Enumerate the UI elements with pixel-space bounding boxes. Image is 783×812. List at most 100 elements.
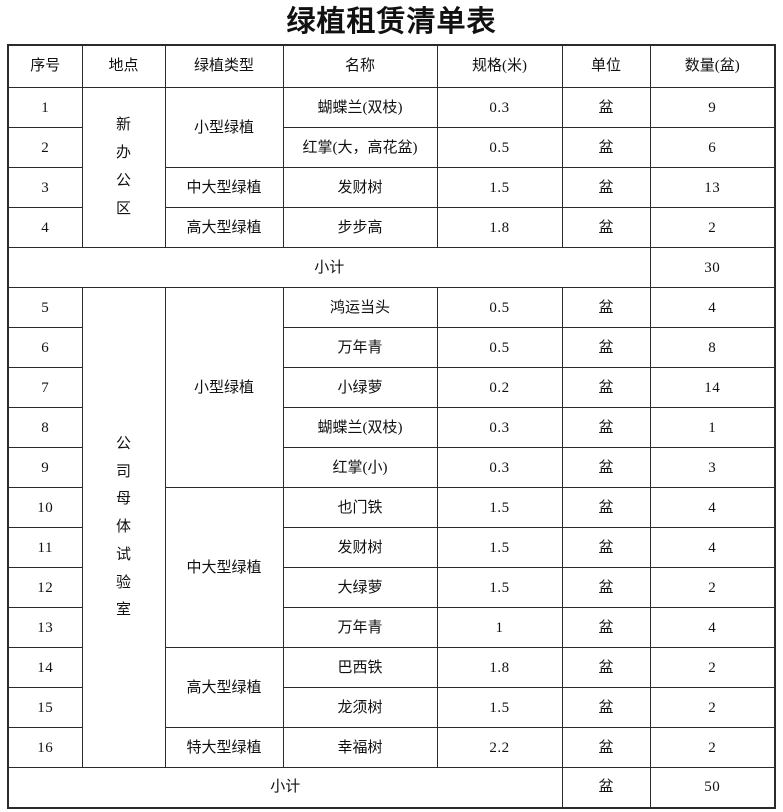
cell-qty: 2 — [649, 687, 776, 729]
cell-spec: 0.5 — [436, 327, 563, 369]
table-row: 12 大绿萝 1.5 盆 2 — [7, 567, 776, 609]
cell-unit: 盆 — [561, 687, 651, 729]
subtotal-unit-cell: 盆 — [561, 767, 651, 809]
cell-spec: 0.3 — [436, 407, 563, 449]
cell-spec: 0.3 — [436, 447, 563, 489]
cell-name: 红掌(大，高花盆) — [282, 127, 438, 169]
table-row: 7 小绿萝 0.2 盆 14 — [7, 367, 776, 409]
cell-name: 也门铁 — [282, 487, 438, 529]
cell-name: 万年青 — [282, 327, 438, 369]
cell-location: 新办公区 — [81, 87, 166, 249]
cell-name: 龙须树 — [282, 687, 438, 729]
cell-qty: 13 — [649, 167, 776, 209]
cell-name: 蝴蝶兰(双枝) — [282, 87, 438, 129]
cell-plant-type: 小型绿植 — [164, 287, 284, 489]
cell-spec: 1.5 — [436, 527, 563, 569]
cell-unit: 盆 — [561, 567, 651, 609]
cell-qty: 1 — [649, 407, 776, 449]
cell-plant-type: 中大型绿植 — [164, 167, 284, 209]
cell-serial: 10 — [7, 487, 83, 529]
cell-name: 发财树 — [282, 167, 438, 209]
cell-unit: 盆 — [561, 647, 651, 689]
table-row: 15 龙须树 1.5 盆 2 — [7, 687, 776, 729]
cell-serial: 15 — [7, 687, 83, 729]
cell-serial: 12 — [7, 567, 83, 609]
cell-qty: 2 — [649, 727, 776, 769]
subtotal-row: 小计 盆 50 — [7, 767, 776, 809]
cell-serial: 8 — [7, 407, 83, 449]
cell-spec: 0.3 — [436, 87, 563, 129]
location-vertical-text: 公司母体试验室 — [115, 435, 131, 619]
cell-unit: 盆 — [561, 367, 651, 409]
cell-qty: 2 — [649, 647, 776, 689]
cell-unit: 盆 — [561, 287, 651, 329]
cell-spec: 1.5 — [436, 487, 563, 529]
cell-name: 小绿萝 — [282, 367, 438, 409]
table-row: 16 特大型绿植 幸福树 2.2 盆 2 — [7, 727, 776, 769]
cell-name: 巴西铁 — [282, 647, 438, 689]
cell-qty: 9 — [649, 87, 776, 129]
cell-name: 步步高 — [282, 207, 438, 249]
cell-serial: 6 — [7, 327, 83, 369]
header-name: 名称 — [282, 44, 438, 89]
rental-table: 序号 地点 绿植类型 名称 规格(米) 单位 数量(盆) 1 新办公区 小型绿植… — [7, 43, 776, 809]
cell-spec: 0.5 — [436, 287, 563, 329]
cell-name: 万年青 — [282, 607, 438, 649]
cell-qty: 4 — [649, 607, 776, 649]
table-row: 10 中大型绿植 也门铁 1.5 盆 4 — [7, 487, 776, 649]
cell-spec: 1.8 — [436, 207, 563, 249]
table-row: 4 高大型绿植 步步高 1.8 盆 2 — [7, 207, 776, 249]
cell-serial: 13 — [7, 607, 83, 649]
page-title: 绿植租赁清单表 — [286, 6, 497, 38]
cell-qty: 4 — [649, 487, 776, 529]
subtotal-label-cell: 小计 — [7, 247, 651, 289]
subtotal-qty-cell: 50 — [649, 767, 776, 809]
cell-spec: 1.5 — [436, 167, 563, 209]
subtotal-label-cell: 小计 — [7, 767, 563, 809]
cell-qty: 14 — [649, 367, 776, 409]
table-row: 11 发财树 1.5 盆 4 — [7, 527, 776, 569]
cell-serial: 3 — [7, 167, 83, 209]
cell-serial: 5 — [7, 287, 83, 329]
cell-spec: 2.2 — [436, 727, 563, 769]
cell-plant-type: 高大型绿植 — [164, 647, 284, 729]
cell-qty: 2 — [649, 207, 776, 249]
cell-plant-type: 特大型绿植 — [164, 727, 284, 769]
header-spec: 规格(米) — [436, 44, 563, 89]
cell-unit: 盆 — [561, 87, 651, 129]
cell-name: 鸿运当头 — [282, 287, 438, 329]
cell-qty: 6 — [649, 127, 776, 169]
table-row: 9 红掌(小) 0.3 盆 3 — [7, 447, 776, 489]
table-row: 1 新办公区 小型绿植 蝴蝶兰(双枝) 0.3 盆 9 — [7, 87, 776, 249]
cell-unit: 盆 — [561, 487, 651, 529]
table-row: 14 高大型绿植 巴西铁 1.8 盆 2 — [7, 647, 776, 729]
cell-qty: 4 — [649, 527, 776, 569]
cell-location: 公司母体试验室 — [81, 287, 166, 769]
cell-serial: 11 — [7, 527, 83, 569]
cell-unit: 盆 — [561, 407, 651, 449]
cell-serial: 4 — [7, 207, 83, 249]
cell-spec: 1.5 — [436, 687, 563, 729]
cell-unit: 盆 — [561, 207, 651, 249]
table-row: 13 万年青 1 盆 4 — [7, 607, 776, 649]
cell-qty: 3 — [649, 447, 776, 489]
cell-qty: 8 — [649, 327, 776, 369]
table-row: 6 万年青 0.5 盆 8 — [7, 327, 776, 369]
cell-qty: 2 — [649, 567, 776, 609]
cell-unit: 盆 — [561, 327, 651, 369]
header-plant-type: 绿植类型 — [164, 44, 284, 89]
cell-serial: 9 — [7, 447, 83, 489]
subtotal-row: 小计 30 — [7, 247, 776, 289]
cell-plant-type: 中大型绿植 — [164, 487, 284, 649]
location-vertical-text: 新办公区 — [115, 117, 131, 217]
cell-spec: 0.2 — [436, 367, 563, 409]
cell-serial: 14 — [7, 647, 83, 689]
cell-name: 蝴蝶兰(双枝) — [282, 407, 438, 449]
table-row: 8 蝴蝶兰(双枝) 0.3 盆 1 — [7, 407, 776, 449]
header-location: 地点 — [81, 44, 166, 89]
cell-name: 红掌(小) — [282, 447, 438, 489]
cell-unit: 盆 — [561, 167, 651, 209]
cell-plant-type: 高大型绿植 — [164, 207, 284, 249]
cell-unit: 盆 — [561, 127, 651, 169]
